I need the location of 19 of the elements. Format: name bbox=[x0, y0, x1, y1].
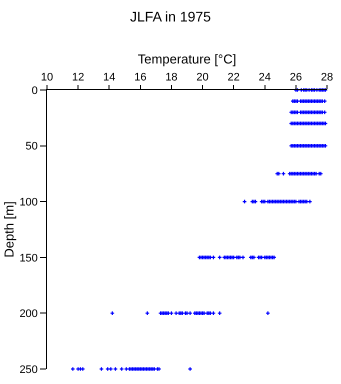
x-tick-label: 20 bbox=[196, 72, 209, 84]
y-tick-label: 250 bbox=[19, 364, 38, 376]
x-tick-label: 26 bbox=[290, 72, 302, 84]
x-axis-title: Temperature [°C] bbox=[138, 52, 236, 67]
x-tick-label: 24 bbox=[258, 72, 271, 84]
x-tick-label: 18 bbox=[165, 72, 178, 84]
x-tick-label: 14 bbox=[103, 72, 116, 84]
y-tick-label: 200 bbox=[19, 308, 38, 320]
x-tick-label: 10 bbox=[40, 72, 54, 84]
y-tick-label: 50 bbox=[26, 140, 38, 153]
y-tick-label: 150 bbox=[19, 252, 38, 264]
y-tick-label: 0 bbox=[32, 84, 38, 97]
x-tick-label: 12 bbox=[72, 72, 84, 84]
x-tick-label: 28 bbox=[320, 72, 334, 84]
x-tick-label: 16 bbox=[134, 72, 146, 84]
y-tick-label: 100 bbox=[19, 196, 38, 208]
chart-title: JLFA in 1975 bbox=[130, 8, 212, 24]
y-axis-title: Depth [m] bbox=[1, 201, 16, 258]
x-tick-label: 22 bbox=[228, 72, 240, 84]
